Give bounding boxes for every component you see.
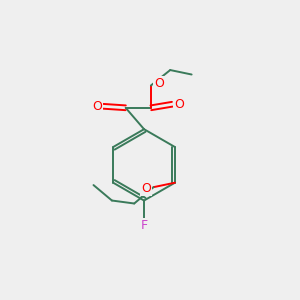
Text: O: O bbox=[154, 76, 164, 90]
Text: O: O bbox=[174, 98, 184, 111]
Text: O: O bbox=[141, 182, 151, 195]
Text: O: O bbox=[92, 100, 102, 113]
Text: F: F bbox=[140, 219, 148, 232]
